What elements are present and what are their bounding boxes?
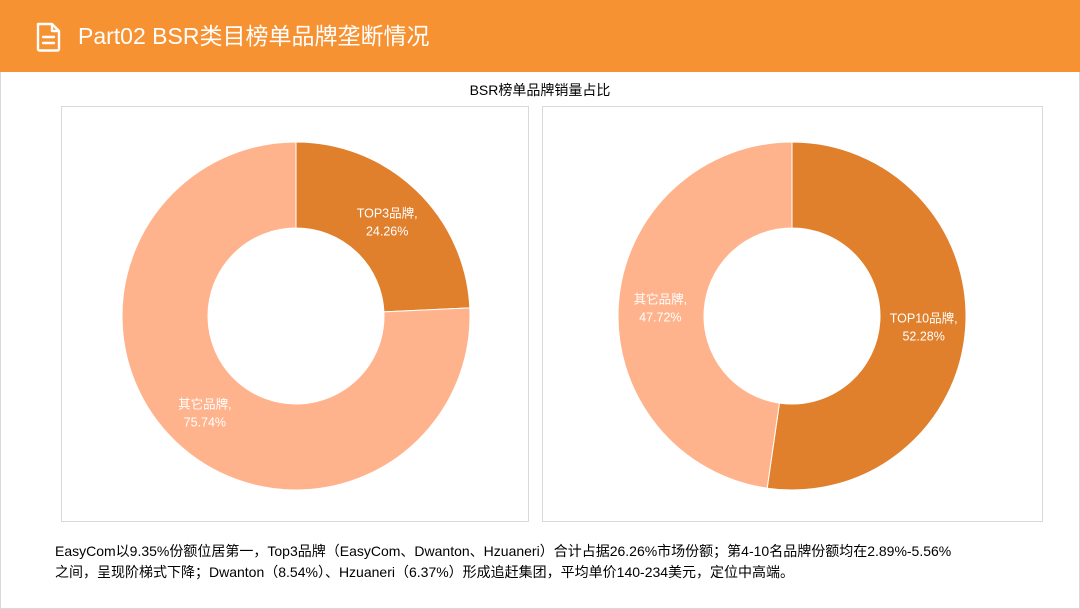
slice-label-value: 52.28% (902, 329, 944, 343)
slice-primary (766, 141, 967, 491)
slice-label-name: TOP10品牌, (890, 310, 958, 325)
donut-chart-top3: TOP3品牌, 24.26% 其它品牌, 75.74% (121, 141, 471, 491)
slice-label-name: TOP3品牌, (357, 206, 418, 221)
slice-label-other: 其它品牌, 75.74% (178, 396, 231, 429)
slice-label-primary: TOP3品牌, 24.26% (357, 206, 418, 239)
slice-other (121, 141, 471, 491)
summary-line-2: 之间，呈现阶梯式下降；Dwanton（8.54%）、Hzuaneri（6.37%… (55, 564, 795, 580)
slice-label-name: 其它品牌, (634, 292, 687, 307)
chart-title: BSR榜单品牌销量占比 (469, 82, 611, 98)
slice-label-value: 47.72% (639, 311, 681, 325)
slice-label-other: 其它品牌, 47.72% (634, 292, 687, 325)
slice-label-primary: TOP10品牌, 52.28% (890, 310, 958, 343)
slice-label-name: 其它品牌, (178, 396, 231, 411)
slice-label-value: 75.74% (184, 415, 226, 429)
summary-line-1: EasyCom以9.35%份额位居第一，Top3品牌（EasyCom、Dwant… (55, 543, 952, 559)
chart-panel-top10: TOP10品牌, 52.28% 其它品牌, 47.72% (542, 106, 1043, 522)
slice-other (617, 141, 793, 489)
slice-primary (295, 141, 471, 313)
document-icon (36, 22, 61, 52)
chart-panel-top3: TOP3品牌, 24.26% 其它品牌, 75.74% (61, 106, 529, 522)
summary-text: EasyCom以9.35%份额位居第一，Top3品牌（EasyCom、Dwant… (55, 541, 1040, 583)
donut-chart-top10: TOP10品牌, 52.28% 其它品牌, 47.72% (617, 141, 967, 491)
page-header: Part02 BSR类目榜单品牌垄断情况 (0, 0, 1080, 72)
page-title: Part02 BSR类目榜单品牌垄断情况 (78, 23, 430, 49)
slice-label-value: 24.26% (366, 225, 408, 239)
